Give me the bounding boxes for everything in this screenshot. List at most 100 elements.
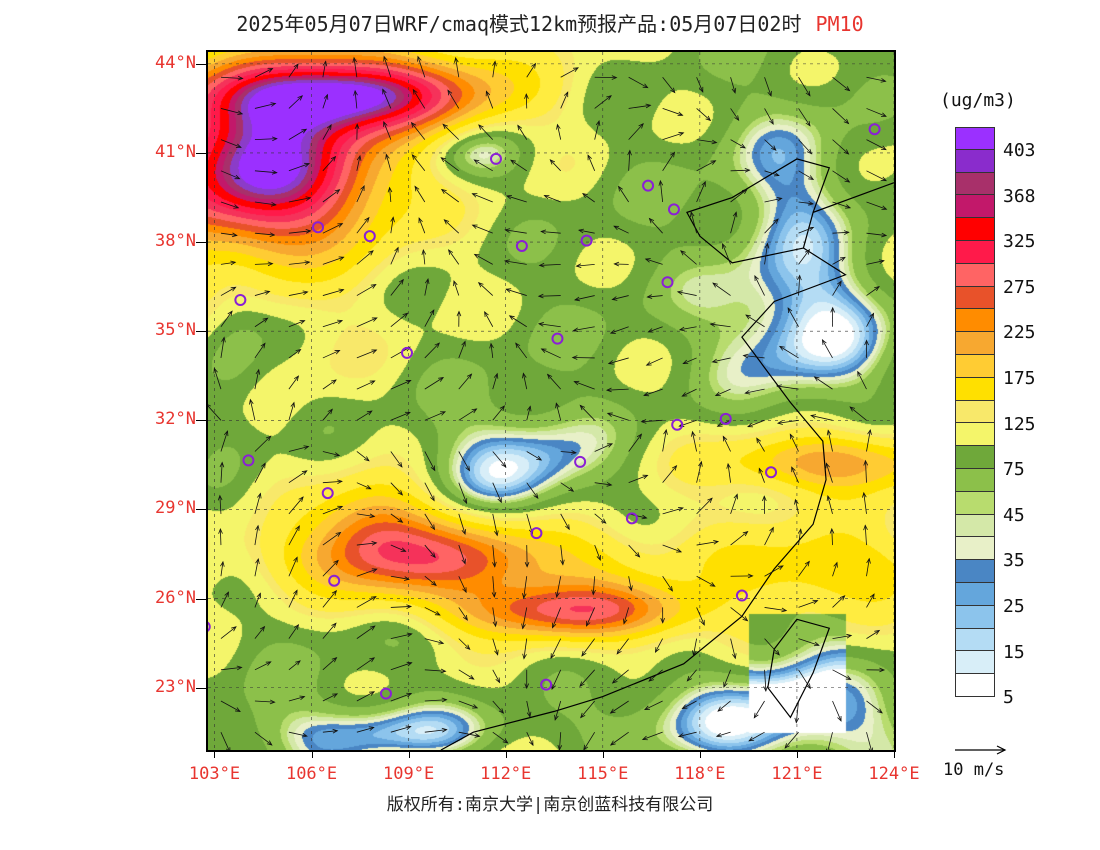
wind-vector [390,482,403,496]
wind-vector [288,470,307,484]
lat-label: 38°N [155,231,196,252]
wind-arrowhead [256,592,261,599]
wind-arrowhead [302,290,309,296]
wind-vector [322,409,333,421]
wind-vector [254,369,260,390]
colorbar-label: 25 [1003,596,1025,617]
wind-vector [748,731,765,742]
wind-arrowhead [691,430,696,437]
lat-tick [196,687,206,689]
wind-arrowhead [713,539,720,545]
wind-arrowhead [397,461,403,468]
wind-vector [447,90,460,109]
wind-vector [662,132,684,141]
wind-arrowhead [510,159,516,165]
wind-arrowhead [538,262,545,268]
wind-vector [254,317,268,328]
wind-vector [254,731,273,746]
wind-arrowhead [660,617,666,624]
wind-arrowhead [583,744,589,750]
wind-vector [791,467,799,483]
wind-arrowhead [337,479,343,484]
wind-vector [692,431,698,452]
wind-arrowhead [492,60,497,67]
wind-arrowhead [663,428,668,435]
wind-arrowhead [805,120,811,127]
wind-vector [411,122,426,140]
wind-arrowhead [371,541,378,546]
wind-vector [418,217,426,234]
lon-tick [796,750,798,758]
chart-title: 2025年05月07日WRF/cmaq模式12km预报产品:05月07日02时 P… [0,8,1100,37]
colorbar-swatch [955,240,995,264]
wind-vector [832,669,851,680]
wind-vector [866,313,874,327]
city-marker [574,455,587,468]
wind-vector [458,451,470,471]
wind-arrowhead [237,110,244,116]
wind-vector [417,56,426,78]
wind-arrowhead [813,376,820,382]
wind-vector [288,402,295,421]
wind-arrowhead [678,132,685,137]
wind-vector [560,67,579,78]
wind-arrowhead [383,55,388,62]
wind-arrowhead [591,589,596,596]
wind-vector [288,525,300,546]
colorbar-label: 225 [1003,322,1036,344]
wind-vector [628,123,644,140]
colorbar-label: 403 [1003,140,1036,161]
wind-arrowhead [606,412,613,417]
wind-arrowhead [438,640,445,645]
wind-arrowhead [438,376,445,382]
wind-arrowhead [641,514,648,520]
wind-arrowhead [293,63,299,70]
wind-vector [582,193,595,203]
wind-vector [356,317,378,328]
wind-vector [579,405,595,421]
wind-vector [696,181,706,203]
lat-label: 44°N [155,52,196,73]
wind-vector [220,337,225,358]
wind-arrowhead [805,90,811,97]
wind-arrowhead [537,322,544,327]
map-panel[interactable] [206,50,896,752]
wind-vector [581,638,596,657]
wind-vector [288,660,301,671]
wind-arrowhead [681,392,688,397]
wind-vector [288,496,304,515]
colorbar-swatch [955,286,995,310]
wind-vector [730,494,738,514]
wind-vector [424,638,444,644]
wind-vector [866,732,872,750]
wind-vector [715,388,731,396]
wind-vector [492,731,508,744]
wind-arrowhead [352,56,357,63]
wind-vector [220,592,229,608]
wind-arrowhead [776,197,783,202]
wind-arrowhead [414,185,420,192]
wind-vector [254,343,266,359]
wind-vector [557,124,562,140]
wind-arrowhead [505,288,512,293]
wind-vector [628,474,648,484]
wind-vector [356,284,376,296]
wind-vector [832,281,842,296]
wind-arrowhead [843,118,850,125]
wind-arrowhead [255,524,260,531]
wind-arrowhead [613,225,620,231]
wind-arrowhead [555,592,560,598]
wind-vector [866,232,887,236]
wind-vector [560,513,570,530]
wind-vector [254,263,273,265]
wind-vector [424,411,446,421]
colorbar-swatch [955,651,995,675]
wind-vector [579,669,595,687]
wind-arrowhead [734,115,740,122]
wind-vector [556,576,562,598]
wind-vector [827,732,833,750]
wind-vector [832,562,838,577]
copyright-footer: 版权所有:南京大学|南京创蓝科技有限公司 [386,795,714,815]
wind-arrowhead [293,589,298,596]
wind-arrowhead [464,644,471,650]
